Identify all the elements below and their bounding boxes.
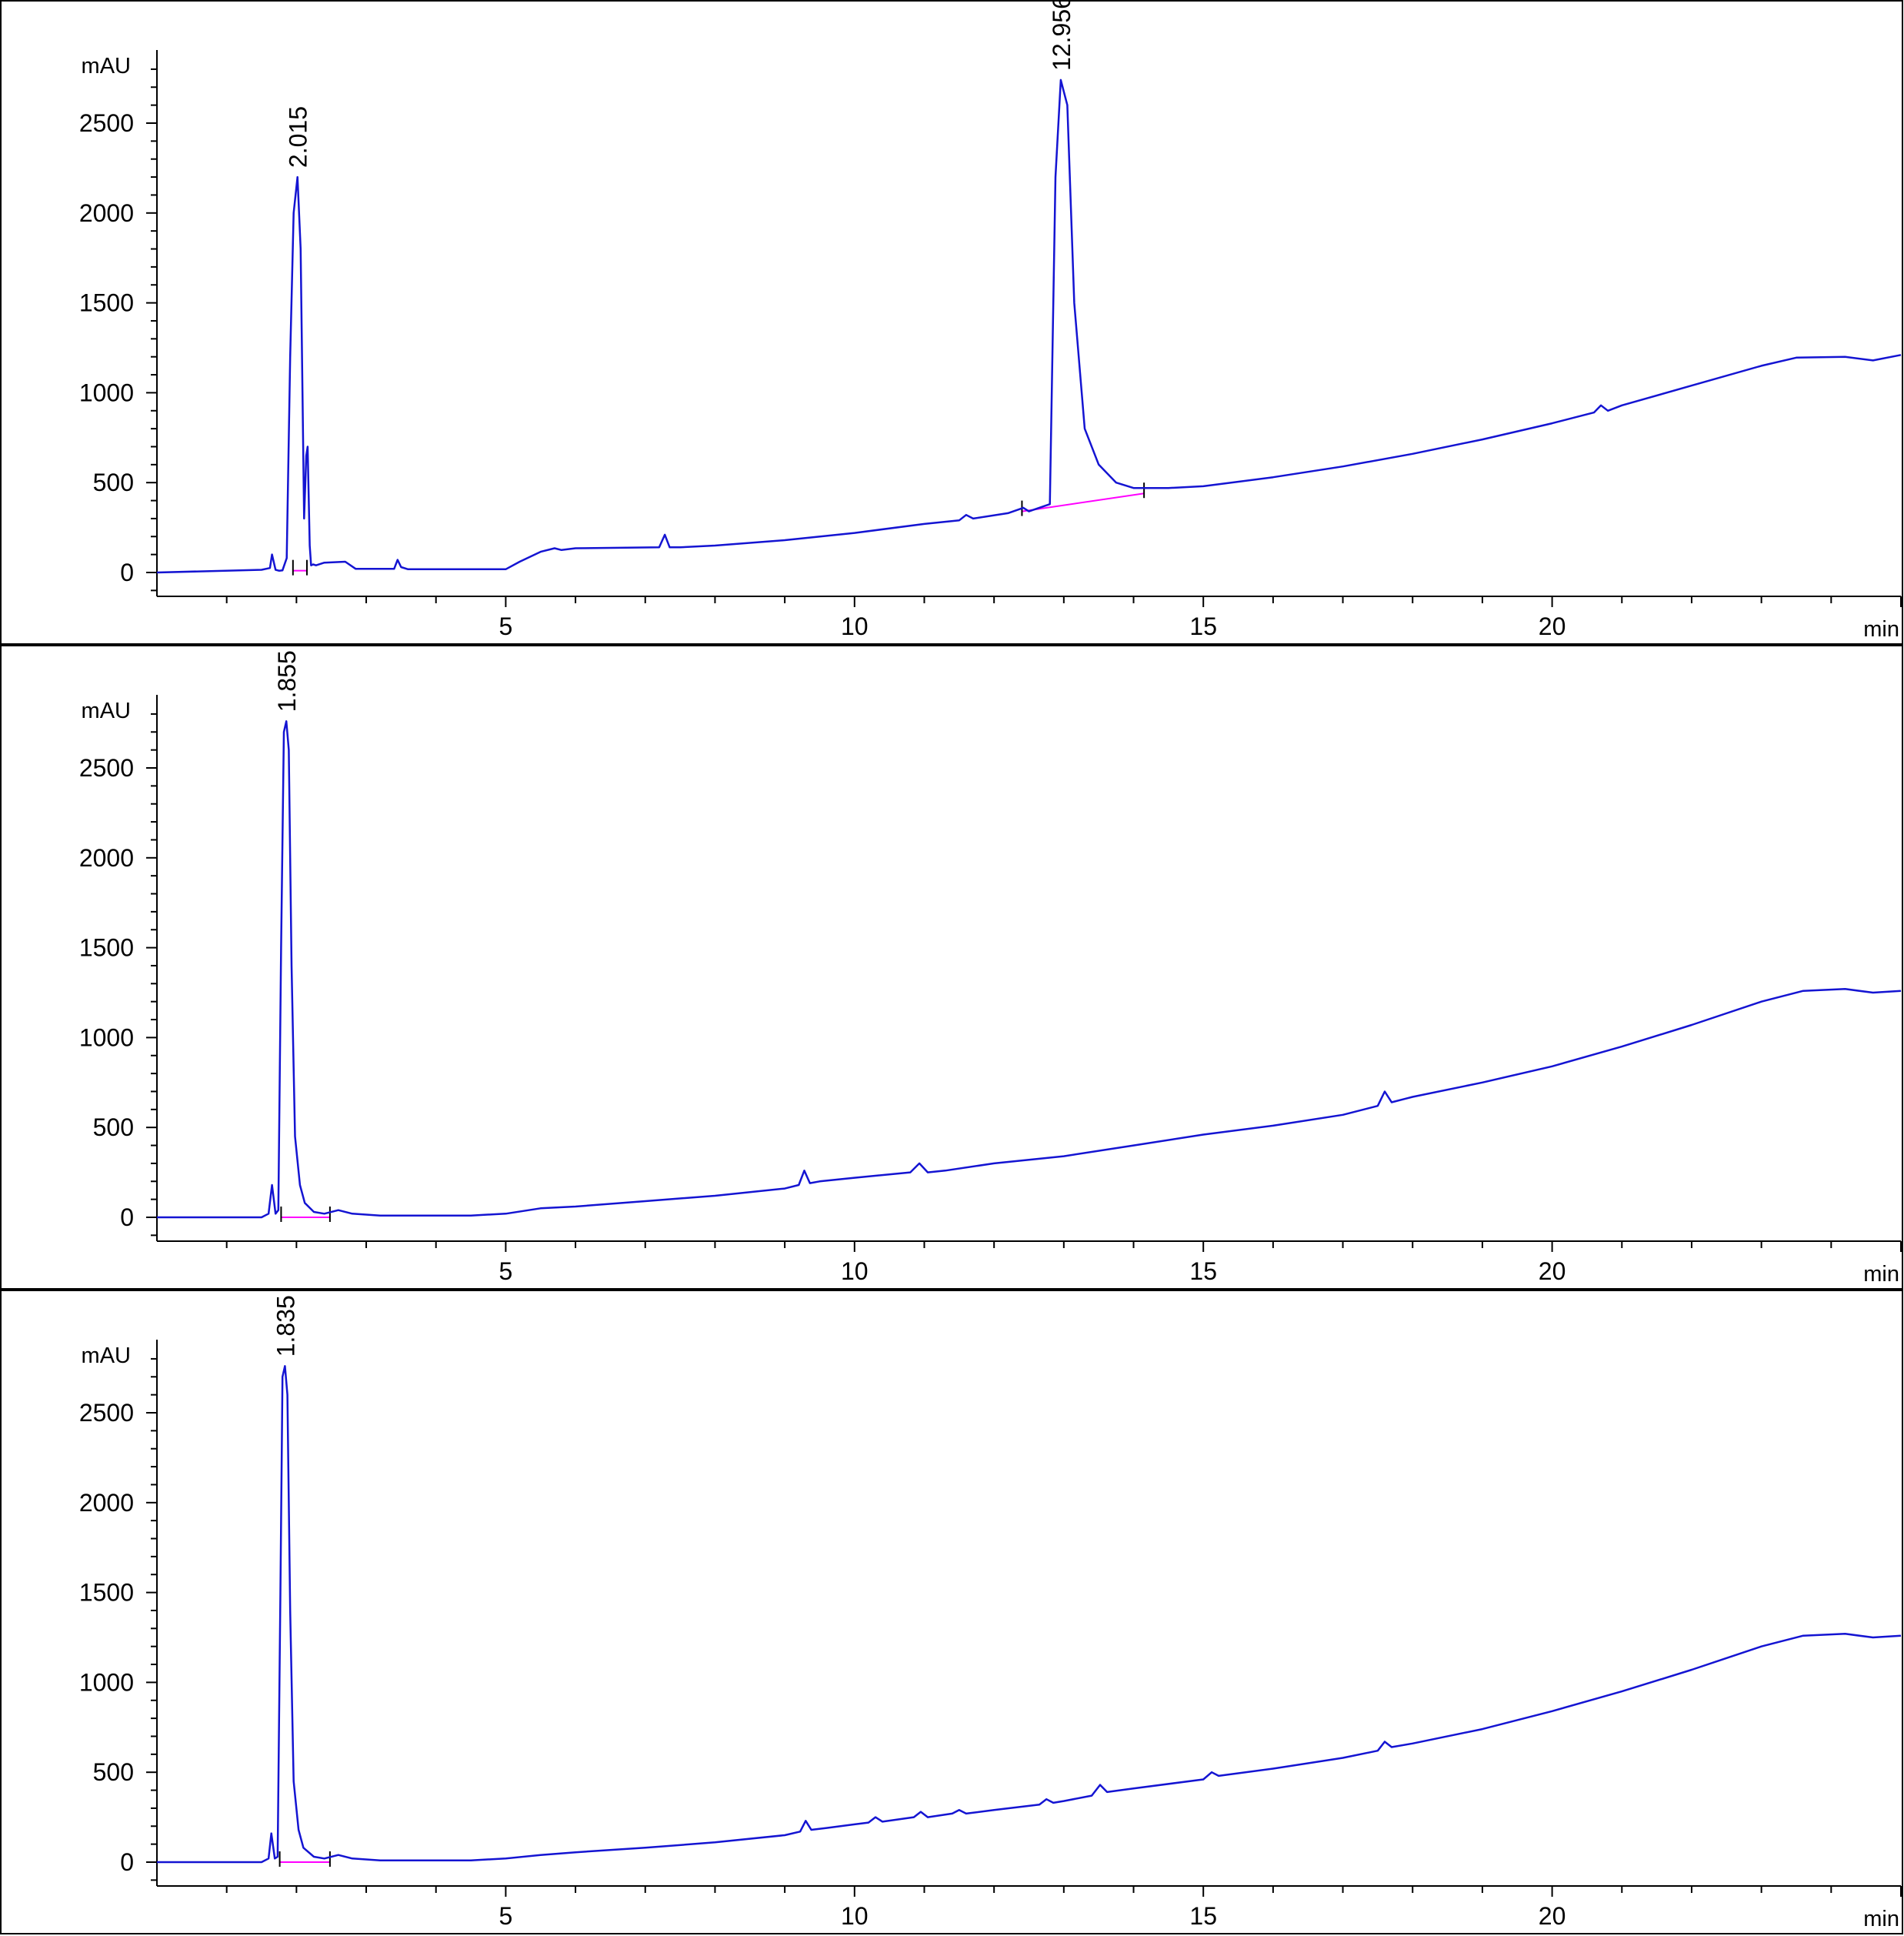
x-tick-label: 20 [1539, 613, 1566, 640]
x-tick-label: 20 [1539, 1257, 1566, 1285]
x-axis-label: min [1863, 1262, 1899, 1287]
y-tick-label: 2000 [79, 199, 134, 227]
chromatogram-trace [156, 78, 1902, 574]
y-tick-label: 2500 [79, 754, 134, 782]
x-tick-label: 5 [499, 1257, 513, 1285]
y-tick-label: 500 [93, 1758, 134, 1786]
x-tick-label: 15 [1189, 1257, 1217, 1285]
y-axis-label: mAU [82, 699, 131, 723]
x-tick-label: 10 [841, 1257, 869, 1285]
panel-frame [0, 0, 1903, 645]
chromatogram-panel-1: 0 500 1000 1500 2000 2500 mAU 5 10 15 20 min 2.015 12… [0, 0, 1903, 645]
y-tick-label: 1500 [79, 289, 134, 317]
x-tick-label: 15 [1189, 1902, 1217, 1930]
y-tick-label: 1500 [79, 934, 134, 962]
y-tick-label: 2000 [79, 1489, 134, 1517]
y-tick-label: 2500 [79, 1399, 134, 1427]
chromatogram-panel-2: 0 500 1000 1500 2000 2500 mAU 5 10 15 20 min 1.855 [0, 645, 1903, 1290]
peak-label: 1.855 [273, 650, 301, 712]
peak-label: 12.956 [1048, 0, 1075, 71]
y-tick-label: 0 [120, 559, 134, 586]
y-tick-label: 500 [93, 1113, 134, 1141]
x-tick-label: 15 [1189, 613, 1217, 640]
integration-baseline [1022, 492, 1145, 512]
y-tick-label: 1500 [79, 1579, 134, 1607]
x-axis-label: min [1863, 617, 1899, 642]
y-tick-label: 1000 [79, 1023, 134, 1051]
chromatogram-trace [157, 1365, 1902, 1864]
x-tick-label: 5 [499, 1902, 513, 1930]
y-tick-label: 500 [93, 469, 134, 496]
y-tick-label: 0 [120, 1203, 134, 1231]
y-tick-label: 2000 [79, 844, 134, 872]
x-tick-label: 5 [499, 613, 513, 640]
panel-frame [0, 1290, 1903, 1934]
x-tick-label: 10 [841, 613, 869, 640]
y-axis-label: mAU [82, 1344, 131, 1368]
x-tick-label: 20 [1539, 1902, 1566, 1930]
peak-label: 2.015 [285, 106, 312, 168]
peak-label: 1.835 [272, 1295, 299, 1357]
x-axis-label: min [1863, 1907, 1899, 1931]
y-tick-label: 2500 [79, 109, 134, 137]
y-tick-label: 0 [120, 1848, 134, 1876]
y-tick-label: 1000 [79, 379, 134, 406]
y-axis-label: mAU [82, 54, 131, 78]
chromatogram-trace [157, 720, 1902, 1219]
y-tick-label: 1000 [79, 1668, 134, 1696]
panel-frame [0, 645, 1903, 1290]
chromatogram-panel-3: 0 500 1000 1500 2000 2500 mAU 5 10 15 20 min 1.835 [0, 1290, 1903, 1934]
x-tick-label: 10 [841, 1902, 869, 1930]
